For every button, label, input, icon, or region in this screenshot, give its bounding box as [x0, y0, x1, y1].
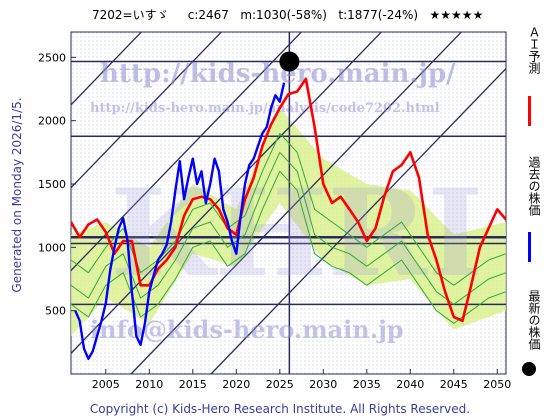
legend-label-actual: 過去の株価	[527, 156, 541, 216]
legend-item-latest: 最新の株価	[522, 290, 544, 380]
x-tick-label-2025: 2025	[266, 378, 294, 391]
y-tick-label-2500: 2500	[38, 51, 66, 64]
x-tick-label-2015: 2015	[179, 378, 207, 391]
watermark-url: http://kids-hero.main.jp/	[100, 59, 456, 89]
x-tick-label-2040: 2040	[396, 378, 424, 391]
trend-line-1	[71, 32, 223, 189]
trend-line-2	[71, 32, 303, 272]
legend-label-latest: 最新の株価	[527, 290, 541, 350]
trend-line-0	[71, 32, 143, 106]
y-tick-label-500: 500	[45, 305, 66, 318]
legend-item-forecast: ＡＩ予測	[524, 26, 544, 136]
watermark-analysis-url: http://kids-hero.main.jp/analysis/code72…	[90, 101, 440, 116]
series-ai-forecast	[71, 77, 506, 323]
x-tick-label-2050: 2050	[483, 378, 511, 391]
y-tick-label-1500: 1500	[38, 178, 66, 191]
chart-header: 7202=いすゞ c:2467 m:1030(-58%) t:1877(-24%…	[92, 6, 483, 23]
generated-date: Generated on Monday 2026/1/5.	[10, 97, 24, 293]
x-tick-label-2045: 2045	[440, 378, 468, 391]
x-tick-label-2010: 2010	[135, 378, 163, 391]
trend-line-5	[210, 67, 506, 374]
series-band-line-4	[71, 170, 506, 324]
current-price: c:2467	[187, 8, 229, 22]
series-band-line-2	[71, 132, 506, 286]
y-tick-label-2000: 2000	[38, 115, 66, 128]
rating-stars: ★★★★★	[429, 8, 484, 22]
legend-item-actual: 過去の株価	[524, 156, 544, 276]
forecast-band	[71, 108, 506, 336]
x-tick-label-2020: 2020	[222, 378, 250, 391]
x-tick-label-2030: 2030	[309, 378, 337, 391]
latest-price-dot	[279, 51, 300, 72]
x-tick-label-2005: 2005	[92, 378, 120, 391]
y-tick-label-1000: 1000	[38, 241, 66, 254]
legend-swatch-actual	[528, 232, 531, 262]
copyright-footer: Copyright (c) Kids-Hero Research Institu…	[89, 402, 471, 416]
legend-dot-latest	[522, 362, 536, 376]
series-actual-price	[74, 82, 286, 360]
series-band-line-3	[71, 151, 506, 305]
ticker-name: 7202=いすゞ	[92, 8, 169, 22]
legend-swatch-forecast	[528, 96, 531, 126]
x-tick-label-2035: 2035	[353, 378, 381, 391]
min-price: m:1030(-58%)	[240, 8, 327, 22]
trend-line-4	[130, 32, 463, 374]
legend-label-forecast: ＡＩ予測	[527, 26, 541, 74]
target-price: t:1877(-24%)	[338, 8, 419, 22]
